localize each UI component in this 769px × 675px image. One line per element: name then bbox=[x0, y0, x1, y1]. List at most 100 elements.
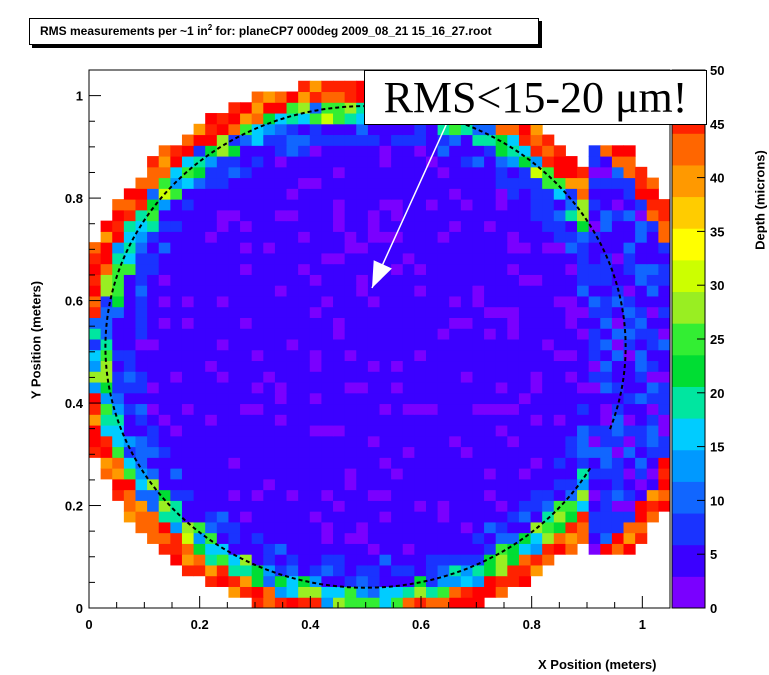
heatmap-cell bbox=[263, 371, 276, 383]
heatmap-cell bbox=[170, 166, 183, 179]
heatmap-cell bbox=[391, 371, 404, 383]
heatmap-cell bbox=[228, 435, 241, 448]
heatmap-cell bbox=[495, 145, 508, 157]
heatmap-cell bbox=[333, 252, 346, 265]
heatmap-cell bbox=[646, 371, 659, 383]
heatmap-cell bbox=[472, 134, 485, 146]
heatmap-cell bbox=[274, 575, 288, 587]
heatmap-cell bbox=[460, 543, 473, 555]
heatmap-cell bbox=[472, 306, 485, 318]
heatmap-cell bbox=[577, 328, 590, 340]
heatmap-cell bbox=[286, 317, 299, 329]
heatmap-cell bbox=[251, 102, 264, 114]
heatmap-cell bbox=[635, 274, 648, 286]
heatmap-cell bbox=[123, 382, 136, 394]
heatmap-cell bbox=[542, 478, 555, 491]
heatmap-cell bbox=[263, 392, 276, 405]
heatmap-cell bbox=[298, 317, 311, 329]
heatmap-cell bbox=[658, 263, 671, 275]
heatmap-cell bbox=[611, 532, 625, 544]
heatmap-cell bbox=[205, 339, 218, 351]
heatmap-cell bbox=[646, 177, 659, 189]
heatmap-cell bbox=[565, 543, 578, 555]
heatmap-cell bbox=[553, 263, 566, 275]
heatmap-cell bbox=[588, 532, 601, 544]
heatmap-cell bbox=[588, 339, 601, 351]
heatmap-cell bbox=[635, 285, 648, 297]
heatmap-cell bbox=[321, 339, 334, 351]
heatmap-cell bbox=[484, 156, 497, 168]
heatmap-cell bbox=[263, 468, 276, 480]
heatmap-cell bbox=[623, 339, 636, 351]
heatmap-cell bbox=[518, 360, 532, 372]
heatmap-cell bbox=[472, 328, 485, 340]
heatmap-cell bbox=[147, 489, 160, 501]
heatmap-cell bbox=[484, 306, 497, 318]
heatmap-cell bbox=[321, 134, 334, 146]
heatmap-cell bbox=[367, 425, 380, 437]
heatmap-cell bbox=[321, 457, 334, 469]
heatmap-cell bbox=[158, 263, 171, 275]
heatmap-cell bbox=[286, 328, 299, 340]
heatmap-cell bbox=[356, 532, 369, 544]
heatmap-cell bbox=[356, 188, 369, 200]
heatmap-cell bbox=[460, 349, 473, 362]
heatmap-cell bbox=[449, 425, 462, 437]
heatmap-cell bbox=[391, 586, 404, 598]
heatmap-cell bbox=[449, 446, 462, 458]
heatmap-cell bbox=[588, 231, 601, 243]
heatmap-cell bbox=[507, 199, 520, 211]
heatmap-cell bbox=[414, 285, 427, 297]
heatmap-cell bbox=[298, 328, 311, 340]
heatmap-cell bbox=[379, 145, 392, 157]
heatmap-cell bbox=[367, 586, 380, 598]
heatmap-cell bbox=[158, 414, 171, 426]
heatmap-cell bbox=[542, 274, 555, 286]
heatmap-cell bbox=[565, 339, 578, 351]
heatmap-cell bbox=[611, 414, 625, 426]
heatmap-cell bbox=[588, 242, 601, 254]
heatmap-cell bbox=[472, 532, 485, 544]
heatmap-cell bbox=[658, 392, 671, 405]
heatmap-cell bbox=[216, 317, 229, 329]
heatmap-cell bbox=[577, 274, 590, 286]
heatmap-cell bbox=[484, 220, 497, 232]
heatmap-cell bbox=[611, 177, 625, 189]
heatmap-cell bbox=[495, 586, 508, 598]
heatmap-cell bbox=[449, 532, 462, 544]
heatmap-cell bbox=[240, 123, 253, 136]
heatmap-cell bbox=[402, 500, 415, 512]
heatmap-cell bbox=[123, 360, 136, 372]
heatmap-cell bbox=[89, 295, 102, 308]
x-tick-label: 0.8 bbox=[523, 617, 541, 632]
heatmap-cell bbox=[240, 521, 253, 534]
heatmap-cell bbox=[542, 457, 555, 469]
heatmap-cell bbox=[216, 500, 229, 512]
heatmap-cell bbox=[123, 489, 136, 501]
heatmap-cell bbox=[507, 231, 520, 243]
heatmap-cell bbox=[449, 575, 462, 587]
heatmap-cell bbox=[495, 263, 508, 275]
heatmap-cell bbox=[484, 134, 497, 146]
heatmap-cell bbox=[321, 166, 334, 179]
heatmap-cell bbox=[205, 317, 218, 329]
heatmap-cell bbox=[367, 199, 380, 211]
heatmap-cell bbox=[251, 575, 264, 587]
heatmap-cell bbox=[530, 532, 543, 544]
heatmap-cell bbox=[600, 295, 613, 308]
heatmap-cell bbox=[240, 113, 253, 125]
heatmap-cell bbox=[507, 575, 520, 587]
heatmap-cell bbox=[518, 489, 532, 501]
heatmap-cell bbox=[205, 274, 218, 286]
heatmap-cell bbox=[356, 166, 369, 179]
heatmap-cell bbox=[274, 468, 288, 480]
heatmap-cell bbox=[193, 425, 206, 437]
heatmap-cell bbox=[135, 274, 148, 286]
heatmap-cell bbox=[600, 242, 613, 254]
heatmap-cell bbox=[623, 231, 636, 243]
heatmap-cell bbox=[298, 80, 311, 93]
heatmap-cell bbox=[240, 446, 253, 458]
heatmap-cell bbox=[344, 102, 357, 114]
heatmap-cell bbox=[228, 220, 241, 232]
heatmap-cell bbox=[530, 435, 543, 448]
